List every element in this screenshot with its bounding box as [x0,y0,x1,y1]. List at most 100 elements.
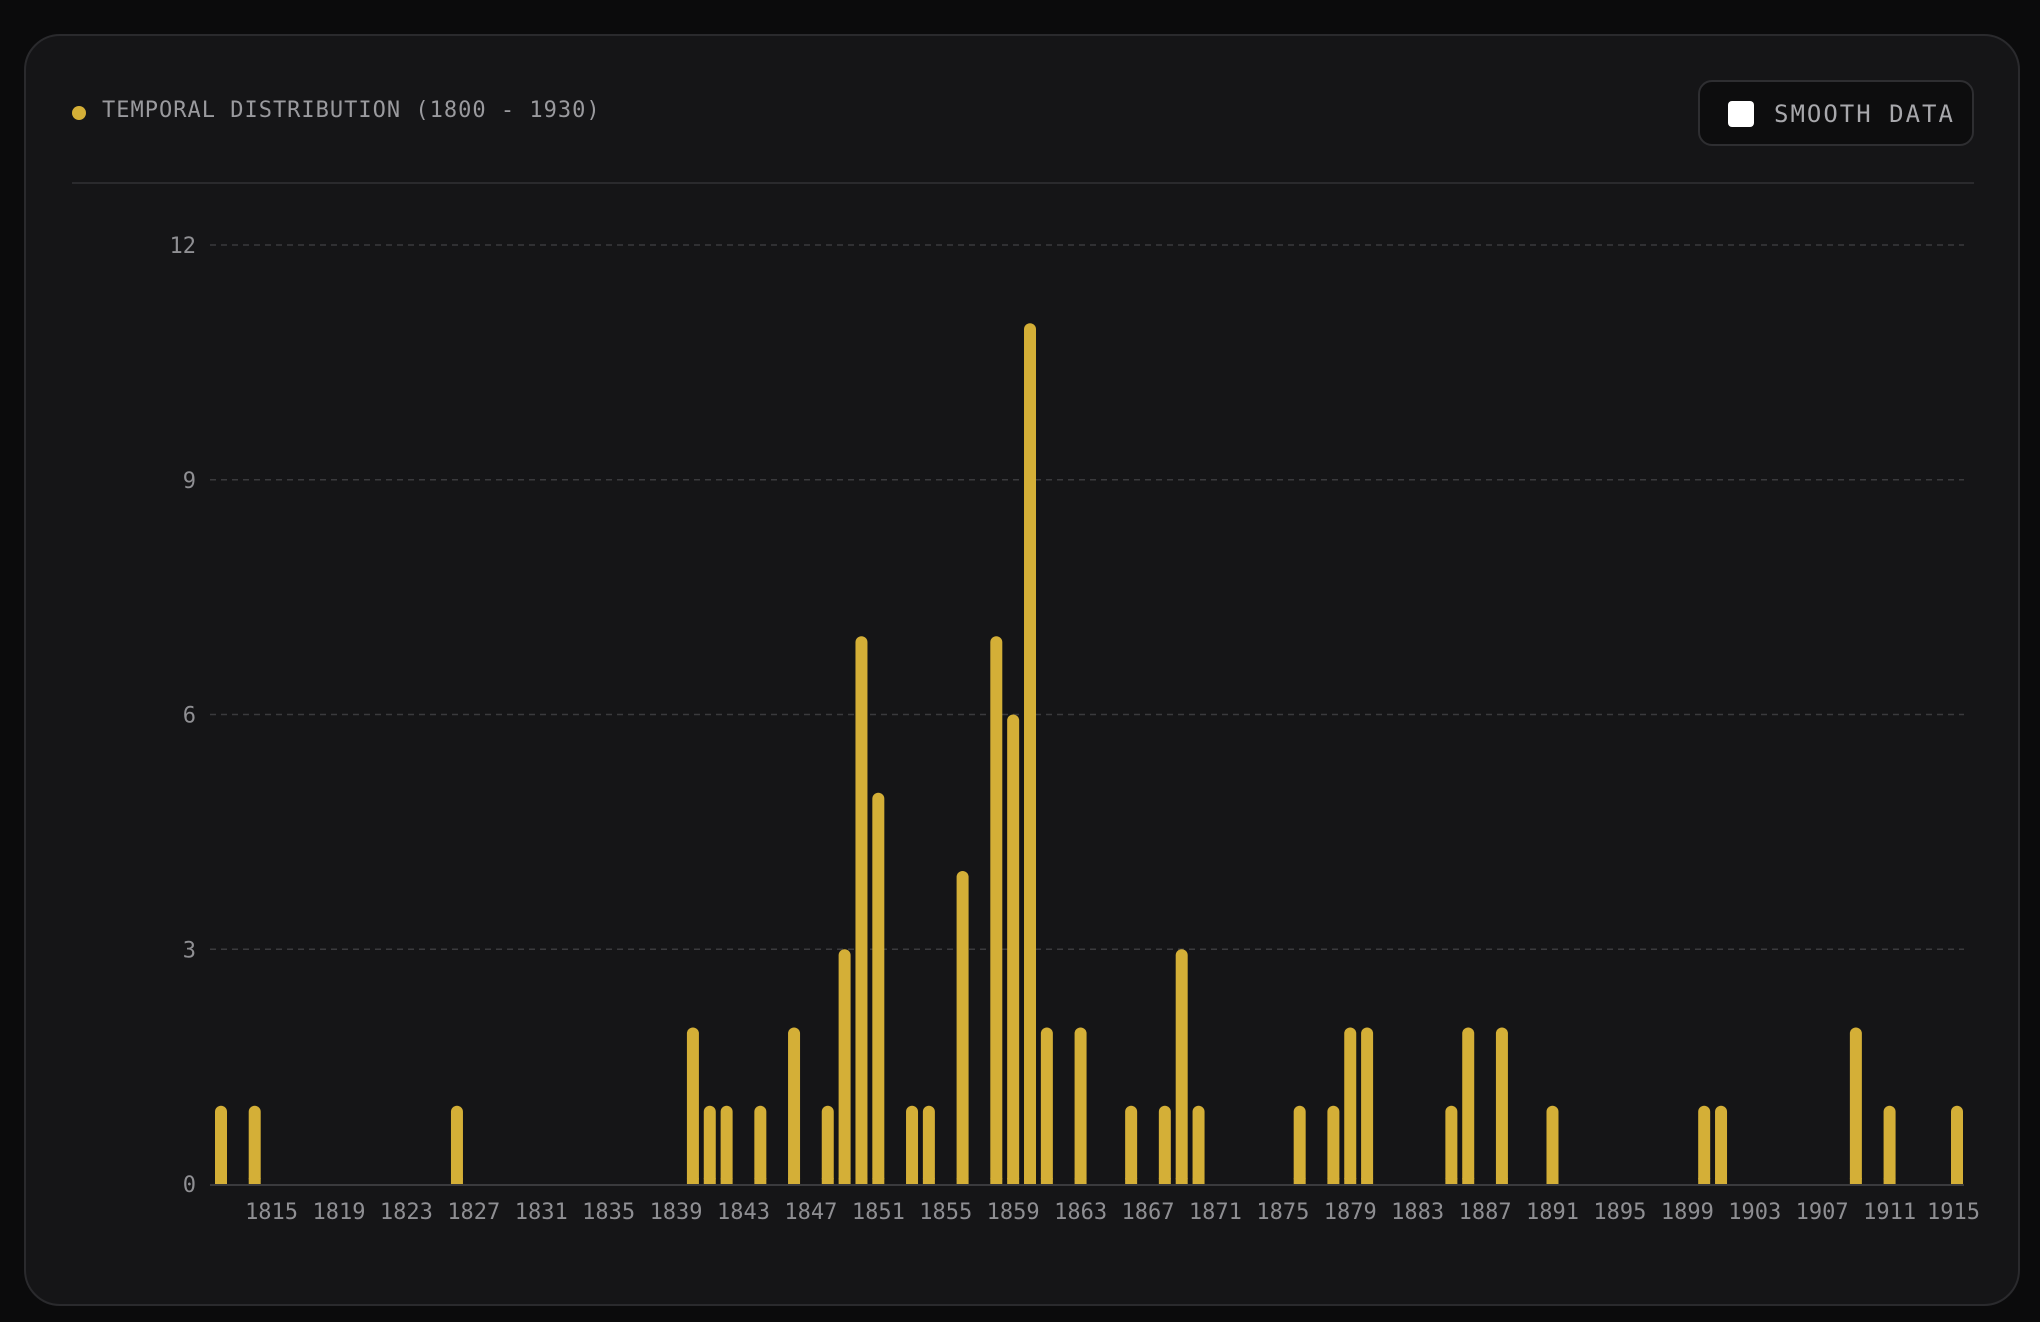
bar-1878[interactable] [1327,1105,1340,1184]
bar-1814[interactable] [248,1105,261,1184]
x-tick-label: 1859 [987,1200,1040,1225]
bar-1849[interactable] [838,949,851,1184]
bar-base-1812 [215,1178,227,1184]
bar-1885[interactable] [1445,1105,1458,1184]
bar-base-1876 [1293,1178,1306,1184]
bar-base-1870 [1192,1178,1205,1184]
legend-dot-icon [72,106,86,120]
x-tick-label: 1871 [1189,1200,1242,1225]
bar-base-1814 [248,1178,261,1184]
bar-1891[interactable] [1546,1105,1559,1184]
x-tick-label: 1843 [717,1200,770,1225]
bar-base-1860 [1024,1178,1037,1184]
header-divider [72,182,1974,184]
x-tick-label: 1839 [650,1200,703,1225]
bar-1854[interactable] [922,1105,935,1184]
bar-1859[interactable] [1007,714,1020,1185]
bar-1841[interactable] [703,1105,716,1184]
x-tick-label: 1855 [919,1200,972,1225]
bar-1848[interactable] [821,1105,834,1184]
bar-1880[interactable] [1361,1027,1374,1185]
bar-base-1858 [990,1178,1003,1184]
x-tick-label: 1851 [852,1200,905,1225]
bar-1840[interactable] [686,1027,699,1185]
chart-title: TEMPORAL DISTRIBUTION (1800 - 1930) [102,98,601,123]
bar-base-1885 [1445,1178,1458,1184]
bar-base-1868 [1158,1178,1171,1184]
bar-base-1915 [1951,1178,1963,1184]
x-tick-label: 1887 [1459,1200,1512,1225]
bar-base-1879 [1344,1178,1357,1184]
bar-base-1856 [956,1178,969,1184]
x-tick-label: 1819 [312,1200,365,1225]
bar-base-1866 [1125,1178,1138,1184]
bar-1858[interactable] [990,636,1003,1184]
bar-base-1853 [906,1178,919,1184]
bar-1812[interactable] [215,1105,227,1184]
bar-1860[interactable] [1024,323,1037,1184]
bar-1826[interactable] [450,1105,463,1184]
bar-1842[interactable] [720,1105,733,1184]
chart-card: TEMPORAL DISTRIBUTION (1800 - 1930) SMOO… [24,34,2020,1306]
bar-1915[interactable] [1951,1105,1963,1184]
bar-base-1859 [1007,1178,1020,1184]
x-tick-label: 1907 [1796,1200,1849,1225]
bar-1868[interactable] [1158,1105,1171,1184]
bar-base-1842 [720,1178,733,1184]
bar-base-1846 [788,1178,801,1184]
chart-header: TEMPORAL DISTRIBUTION (1800 - 1930) SMOO… [26,36,2018,184]
bar-1866[interactable] [1125,1105,1138,1184]
bar-1911[interactable] [1883,1105,1896,1184]
bar-base-1888 [1495,1178,1508,1184]
bar-base-1851 [872,1178,885,1184]
x-tick-label: 1835 [582,1200,635,1225]
bar-base-1850 [855,1178,868,1184]
bar-1876[interactable] [1293,1105,1306,1184]
bar-1850[interactable] [855,636,868,1184]
bar-base-1886 [1462,1178,1475,1184]
x-tick-label: 1879 [1324,1200,1377,1225]
bar-base-1826 [450,1178,463,1184]
y-tick-label: 6 [183,704,196,729]
bar-base-1840 [686,1178,699,1184]
bar-base-1848 [821,1178,834,1184]
x-tick-label: 1847 [784,1200,837,1225]
bar-1856[interactable] [956,871,969,1184]
bar-1851[interactable] [872,792,885,1184]
bar-base-1900 [1698,1178,1711,1184]
bar-1863[interactable] [1074,1027,1087,1185]
bar-base-1911 [1883,1178,1896,1184]
y-tick-label: 3 [183,938,196,963]
y-tick-label: 12 [170,234,197,259]
smooth-data-checkbox[interactable] [1728,101,1754,127]
bar-1879[interactable] [1344,1027,1357,1185]
x-tick-label: 1891 [1526,1200,1579,1225]
bar-base-1854 [922,1178,935,1184]
bar-base-1849 [838,1178,851,1184]
bar-1844[interactable] [754,1105,767,1184]
bar-1846[interactable] [788,1027,801,1185]
x-tick-label: 1915 [1927,1200,1980,1225]
x-tick-label: 1903 [1728,1200,1781,1225]
x-tick-label: 1875 [1256,1200,1309,1225]
bar-1870[interactable] [1192,1105,1205,1184]
smooth-data-toggle[interactable]: SMOOTH DATA [1698,80,1974,146]
x-tick-label: 1899 [1661,1200,1714,1225]
bar-1900[interactable] [1698,1105,1711,1184]
bar-base-1909 [1849,1178,1862,1184]
bar-1909[interactable] [1849,1027,1862,1185]
x-tick-label: 1883 [1391,1200,1444,1225]
x-tick-label: 1867 [1121,1200,1174,1225]
bar-1853[interactable] [906,1105,919,1184]
bar-1888[interactable] [1495,1027,1508,1185]
bar-1869[interactable] [1175,949,1188,1184]
bar-base-1841 [703,1178,716,1184]
x-tick-label: 1911 [1863,1200,1916,1225]
y-tick-label: 0 [183,1173,196,1198]
bar-1886[interactable] [1462,1027,1475,1185]
x-tick-label: 1895 [1593,1200,1646,1225]
bar-1901[interactable] [1715,1105,1728,1184]
bar-1861[interactable] [1040,1027,1053,1185]
x-tick-label: 1823 [380,1200,433,1225]
